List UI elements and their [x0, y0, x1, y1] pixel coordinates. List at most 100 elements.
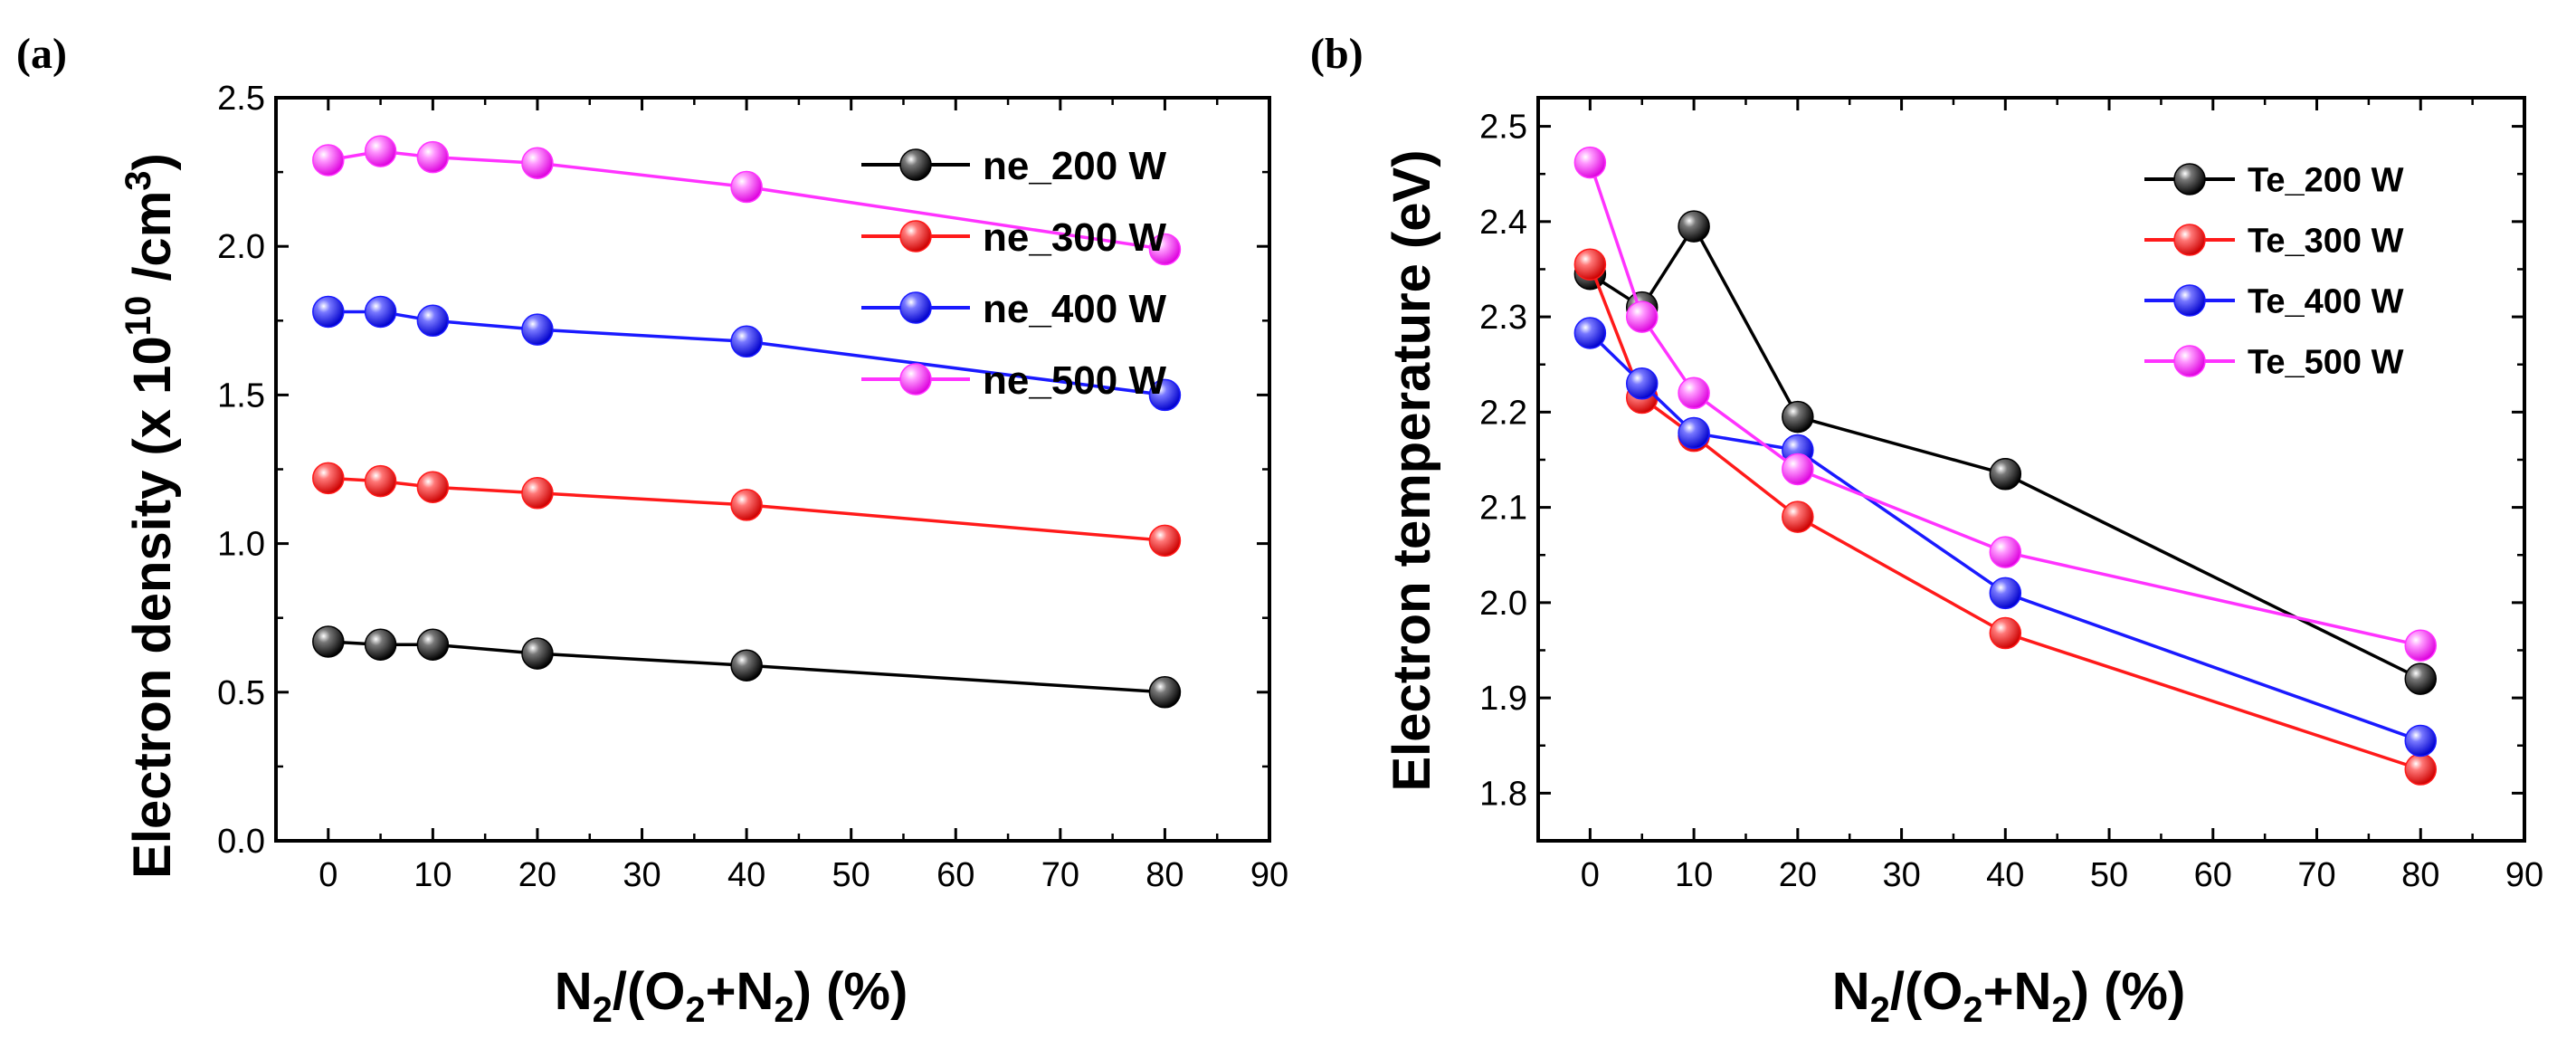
y-axis-title-a: Electron density (x 1010 /cm3) [119, 153, 182, 879]
data-point [312, 295, 345, 329]
legend-label: Te_200 W [2248, 162, 2404, 200]
data-point [416, 304, 450, 338]
x-tick-label: 10 [1675, 856, 1713, 894]
legend-marker [2173, 345, 2206, 377]
panel-label-b: (b) [1310, 30, 1364, 78]
legend-label: ne_500 W [983, 358, 1166, 403]
y-tick-label: 2.1 [1479, 490, 1527, 528]
x-tick-label: 90 [1250, 856, 1288, 894]
legend-marker [899, 220, 932, 253]
legend-a: ne_200 W ne_300 W ne_400 W ne_500 W [861, 144, 1166, 403]
data-point [312, 625, 345, 658]
data-point [364, 628, 397, 662]
data-point [1678, 377, 1710, 410]
data-point [312, 462, 345, 495]
data-point [416, 140, 450, 174]
data-point [521, 313, 554, 346]
series-ne-500-w [312, 135, 1182, 266]
x-tick-label: 10 [413, 856, 452, 894]
y-axis-title-b: Electron temperature (eV) [1383, 149, 1441, 791]
data-point [1678, 416, 1710, 450]
data-point [1782, 453, 1814, 486]
data-point [1678, 210, 1710, 243]
x-tick-label: 0 [1581, 856, 1600, 894]
series-layer-b [1573, 146, 2438, 786]
series-line [1588, 263, 2421, 771]
x-tick-label: 0 [318, 856, 337, 894]
series-ne-400-w [312, 295, 1182, 412]
legend-marker [899, 148, 932, 181]
y-tick-label: 1.0 [217, 526, 265, 564]
legend-item: Te_400 W [2144, 283, 2404, 321]
x-tick-label: 50 [2090, 856, 2128, 894]
legend-marker [2173, 163, 2206, 195]
data-point [312, 144, 345, 176]
y-tick-label: 2.5 [1479, 109, 1527, 147]
legend-marker [899, 291, 932, 324]
data-point [1989, 536, 2022, 568]
y-tick-label: 0.5 [217, 674, 265, 712]
data-point [416, 471, 450, 503]
plot-frame [274, 96, 1271, 843]
x-tick-label: 70 [2297, 856, 2335, 894]
data-point [730, 170, 763, 204]
axes-a: 0 10 20 30 40 50 60 70 80 90 0.0 0.5 1.0 1.5 2.0 2.5 [217, 80, 1288, 894]
x-tick-label: 30 [1882, 856, 1920, 894]
chart-panel-a: (a) Electron density (x 1010 /cm3) N2/(O… [16, 30, 1288, 1030]
legend-b: Te_200 W Te_300 W Te_400 W Te_500 W [2144, 162, 2404, 382]
data-point [1989, 616, 2022, 650]
data-point [1989, 458, 2022, 491]
chart-panel-b: (b) Electron temperature (eV) N2/(O2+N2)… [1310, 30, 2543, 1030]
series-layer-a [312, 135, 1182, 709]
legend-marker [2173, 284, 2206, 317]
x-tick-label: 60 [936, 856, 974, 894]
panel-label-a: (a) [16, 30, 67, 78]
data-point [1148, 676, 1182, 709]
series-te-400-w [1573, 317, 2438, 758]
data-point [521, 147, 554, 179]
legend-item: ne_500 W [861, 358, 1166, 403]
x-tick-label: 60 [2194, 856, 2232, 894]
series-te-500-w [1573, 146, 2438, 662]
plot-frame [1536, 96, 2526, 843]
legend-label: Te_300 W [2248, 223, 2404, 261]
series-ne-200-w [312, 625, 1182, 709]
y-tick-label: 1.5 [217, 377, 265, 415]
data-point [1148, 233, 1182, 266]
axes-b: 0 10 20 30 40 50 60 70 80 90 1.8 1.9 2.0 2.1 2.2 2.3 2.4… [1479, 96, 2543, 894]
y-tick-label: 1.8 [1479, 775, 1527, 813]
data-point [364, 135, 397, 167]
legend-item: ne_400 W [861, 287, 1166, 331]
x-axis-title-b: N2/(O2+N2) (%) [1832, 962, 2186, 1030]
data-point [521, 637, 554, 670]
data-point [521, 477, 554, 510]
legend-label: ne_200 W [983, 144, 1166, 188]
data-point [730, 649, 763, 682]
data-point [1989, 577, 2022, 610]
legend-item: ne_300 W [861, 215, 1166, 260]
data-point [2404, 753, 2438, 786]
data-point [1782, 400, 1814, 434]
y-tick-label: 1.9 [1479, 680, 1527, 718]
x-tick-label: 40 [727, 856, 765, 894]
y-tick-label: 2.5 [217, 80, 265, 118]
data-point [2404, 662, 2438, 695]
y-tick-label: 2.0 [217, 228, 265, 266]
x-axis-title-a: N2/(O2+N2) (%) [555, 962, 908, 1030]
series-line [1588, 162, 2421, 647]
x-tick-label: 80 [1145, 856, 1183, 894]
x-tick-label: 20 [518, 856, 556, 894]
data-point [1573, 317, 1607, 349]
x-tick-label: 20 [1779, 856, 1817, 894]
data-point [1148, 524, 1182, 558]
legend-marker [2173, 224, 2206, 256]
y-tick-label: 2.0 [1479, 585, 1527, 623]
x-tick-label: 70 [1041, 856, 1079, 894]
x-tick-label: 30 [623, 856, 661, 894]
data-point [1625, 300, 1659, 333]
x-tick-label: 40 [1986, 856, 2024, 894]
y-tick-label: 2.4 [1479, 204, 1527, 242]
y-tick-label: 2.3 [1479, 299, 1527, 337]
legend-item: Te_500 W [2144, 344, 2404, 382]
